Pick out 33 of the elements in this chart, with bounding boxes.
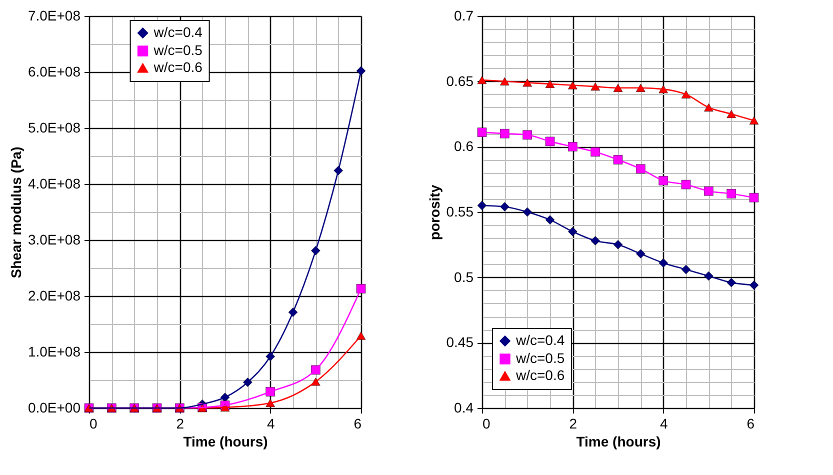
x-tick-label: 0 bbox=[482, 416, 490, 432]
x-tick-label: 6 bbox=[746, 416, 755, 432]
y-tick-label: 0.6 bbox=[454, 138, 474, 154]
y-tick-label: 0.0E+00 bbox=[28, 400, 81, 416]
x-tick-label: 2 bbox=[569, 416, 578, 432]
legend-label: w/c=0.4 bbox=[152, 24, 203, 40]
x-tick-label: 0 bbox=[90, 416, 98, 432]
x-axis-title: Time (hours) bbox=[183, 434, 268, 450]
legend-label: w/c=0.6 bbox=[152, 59, 203, 75]
y-tick-label: 4.0E+08 bbox=[28, 176, 81, 192]
y-axis-title: Shear modulus (Pa) bbox=[8, 146, 24, 278]
x-tick-label: 4 bbox=[660, 416, 668, 432]
y-tick-label: 0.7 bbox=[454, 8, 474, 24]
x-axis-title: Time (hours) bbox=[576, 434, 661, 450]
y-tick-label: 2.0E+08 bbox=[28, 288, 81, 304]
y-tick-label: 0.65 bbox=[446, 72, 474, 89]
y-tick-label: 0.45 bbox=[446, 334, 474, 350]
y-tick-label: 7.0E+08 bbox=[28, 8, 81, 24]
y-tick-label: 0.4 bbox=[454, 400, 474, 416]
x-tick-label: 4 bbox=[266, 416, 275, 432]
legend-label: w/c=0.5 bbox=[152, 42, 203, 58]
y-tick-label: 3.0E+08 bbox=[28, 232, 81, 248]
y-tick-label: 5.0E+08 bbox=[28, 120, 81, 136]
y-tick-label: 1.0E+08 bbox=[28, 344, 81, 360]
y-tick-label: 0.55 bbox=[446, 204, 474, 220]
x-tick-label: 6 bbox=[354, 416, 362, 432]
legend-label: w/c=0.4 bbox=[515, 332, 565, 348]
y-tick-label: 0.5 bbox=[454, 268, 474, 285]
y-tick-label: 6.0E+08 bbox=[28, 64, 81, 80]
legend-label: w/c=0.5 bbox=[515, 350, 565, 366]
x-tick-label: 2 bbox=[176, 416, 184, 432]
y-axis-title: porosity bbox=[426, 184, 442, 240]
legend-label: w/c=0.6 bbox=[515, 367, 565, 383]
